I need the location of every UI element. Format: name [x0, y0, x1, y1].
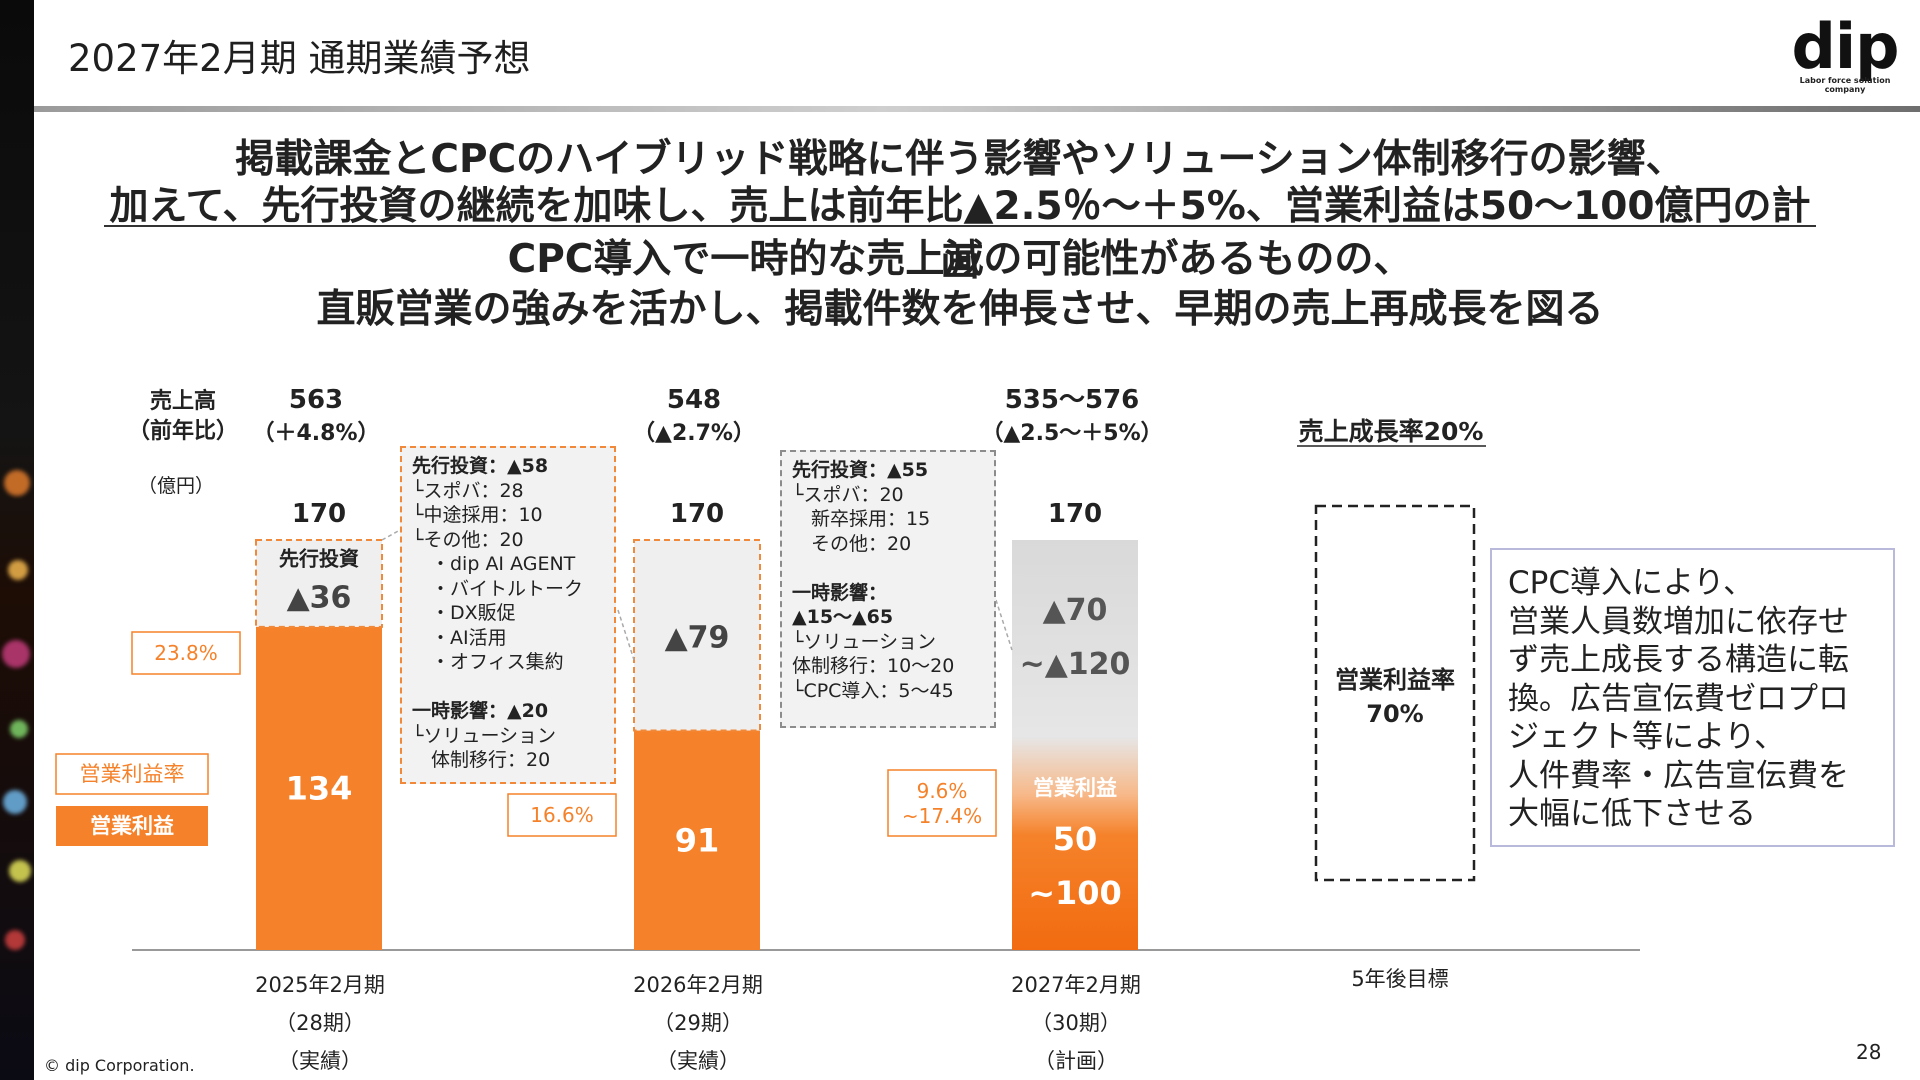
page-title: 2027年2月期 通期業績予想 — [68, 37, 531, 80]
total-label: 170 — [1048, 499, 1102, 529]
callout-2-line — [792, 556, 984, 581]
bar-investment-segment — [255, 539, 383, 628]
callout-1-line: ・DX販促 — [412, 602, 516, 624]
total-label: 170 — [670, 499, 724, 529]
total-label: 170 — [292, 499, 346, 529]
legend-profit-swatch — [56, 806, 208, 846]
callout-2-line: └CPC導入：5～45 — [792, 679, 954, 702]
bar-operating-profit — [256, 626, 382, 950]
sales-value-label: 535～576 — [1005, 385, 1140, 415]
callout-1-line: 一時影響：▲20 — [412, 700, 549, 722]
callout-1-line: 先行投資：▲58 — [412, 455, 549, 477]
segment-value-label: ▲70 ~▲120 — [1020, 593, 1131, 682]
headline-line-3: CPC導入で一時的な売上減の可能性があるものの、 — [507, 237, 1413, 282]
logo-wordmark: dip — [1791, 10, 1899, 83]
bar-value-label: 50 ~100 — [1028, 820, 1122, 912]
x-category-label: 2025年2月期（28期）（実績） — [255, 973, 385, 1073]
sales-value-label: 548 — [667, 385, 721, 415]
headline-underline — [104, 225, 1816, 227]
callout-2-line: その他：20 — [792, 532, 912, 555]
callout-2-line: 一時影響： — [792, 581, 888, 604]
headline-line-1: 掲載課金とCPCのハイブリッド戦略に伴う影響やソリューション体制移行の影響、 — [235, 137, 1685, 182]
callout-2-line: 体制移行：10～20 — [792, 655, 955, 677]
bar-investment-segment — [633, 539, 761, 732]
headline-line-4: 直販営業の強みを活かし、掲載件数を伸長させ、早期の売上再成長を図る — [316, 287, 1604, 332]
sales-yoy-label: （▲2.5～＋5%） — [981, 421, 1162, 446]
decorative-photo-strip — [0, 0, 34, 1080]
callout-1-line: 体制移行：20 — [412, 749, 551, 771]
callout-connector — [995, 599, 1013, 651]
unit-label: （億円） — [138, 475, 214, 497]
sales-yoy-label: （＋4.8%） — [252, 421, 379, 446]
legend-margin-swatch — [55, 753, 209, 795]
bar-operating-profit — [634, 730, 760, 950]
callout-1-line — [412, 675, 604, 700]
callout-2-line: 新卒採用：15 — [792, 508, 931, 530]
callout-2-line: └スポバ：20 — [792, 483, 904, 506]
margin-box — [131, 631, 241, 675]
margin-box — [507, 793, 617, 837]
margin-label: 9.6% ~17.4% — [902, 779, 982, 828]
callout-1-line: ・AI活用 — [412, 626, 507, 649]
target-category-label: 5年後目標 — [1351, 967, 1448, 991]
callout-1-line: └中途採用：10 — [412, 504, 543, 526]
logo-tagline: Labor force solution company — [1799, 76, 1891, 94]
headline-line-2: 加えて、先行投資の継続を加味し、売上は前年比▲2.5％～＋5%、営業利益は50～… — [109, 184, 1811, 285]
target-margin-label: 営業利益率 70% — [1335, 666, 1455, 728]
callout-1-line: ・dip AI AGENT — [412, 553, 576, 575]
callout-2-line: 先行投資：▲55 — [792, 459, 929, 481]
bar-value-label: 134 — [286, 769, 353, 807]
bar-value-label: 91 — [675, 821, 720, 859]
callout-1-line: └その他：20 — [412, 528, 524, 551]
callout-connector — [617, 609, 635, 661]
margin-label: 16.6% — [530, 803, 594, 827]
callout-1-line: └スポバ：28 — [412, 479, 524, 502]
legend-margin-label: 営業利益率 — [80, 762, 185, 786]
target-note: CPC導入により、 営業人員数増加に依存せ ず売上成長する構造に転 換。広告宣伝… — [1490, 548, 1895, 847]
target-note-text: CPC導入により、 営業人員数増加に依存せ ず売上成長する構造に転 換。広告宣伝… — [1508, 565, 1849, 832]
company-logo: dip Labor force solution company — [1780, 10, 1910, 95]
inner-profit-label: 営業利益 — [1033, 776, 1117, 800]
x-category-label: 2026年2月期（29期）（実績） — [633, 973, 763, 1073]
segment-value-label: ▲79 — [665, 620, 730, 655]
x-category-label: 2027年2月期（30期）（計画） — [1011, 973, 1141, 1073]
target-margin-box — [1314, 504, 1476, 882]
target-growth-label: 売上成長率20% — [1299, 417, 1484, 446]
sales-yoy-label: （▲2.7%） — [633, 421, 755, 446]
callout-1-line: └ソリューション — [412, 724, 557, 747]
bar-forecast — [1012, 540, 1138, 950]
page-number: 28 — [1856, 1040, 1882, 1064]
legend-profit-label: 営業利益 — [90, 814, 174, 838]
margin-label: 23.8% — [154, 641, 218, 665]
callout-1-line: ・バイトルトーク — [412, 577, 584, 600]
callout-2-line: ▲15～▲65 — [792, 606, 894, 628]
segment-value-label: ▲36 — [287, 580, 352, 615]
callout-connector — [381, 529, 401, 541]
sales-value-label: 563 — [289, 385, 343, 415]
header-divider — [34, 106, 1920, 112]
callout-2-line: └ソリューション — [792, 630, 937, 653]
investment-breakdown-callout-fy2025: 先行投資：▲58 └スポバ：28 └中途採用：10 └その他：20 ・dip AI A… — [400, 446, 616, 784]
segment-title-label: 先行投資 — [279, 546, 359, 570]
margin-box — [887, 769, 997, 837]
investment-breakdown-callout-fy2026: 先行投資：▲55 └スポバ：20 新卒採用：15 その他：20 一時影響： ▲15～… — [780, 450, 996, 728]
sales-header-label: 売上高（前年比） — [128, 388, 238, 444]
callout-1-line: ・オフィス集約 — [412, 651, 564, 673]
copyright: © dip Corporation. — [44, 1056, 195, 1075]
